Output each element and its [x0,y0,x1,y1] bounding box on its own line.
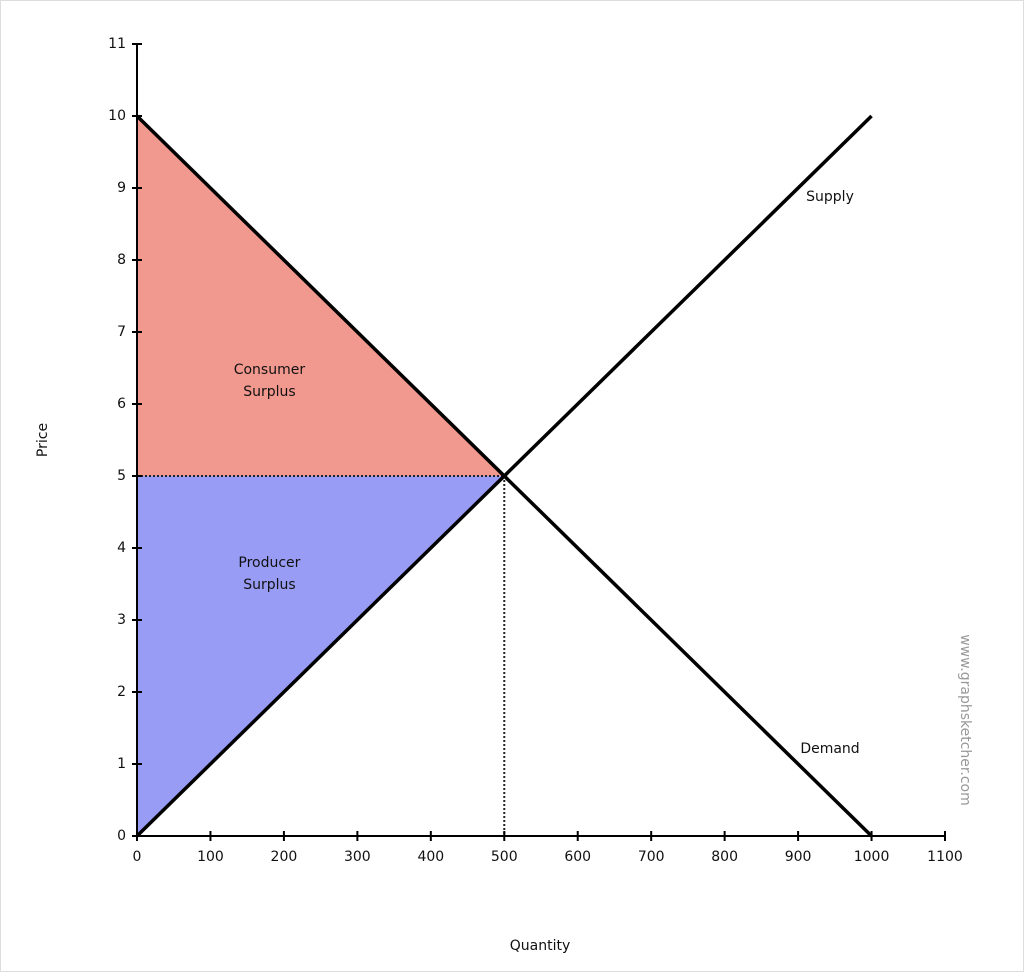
x-tick-label: 700 [638,849,665,865]
x-tick-label: 500 [491,849,518,865]
line [135,114,873,838]
area-label-line: Surplus [243,384,295,400]
y-tick-label: 1 [117,756,126,772]
area-label-line: Consumer [234,362,306,378]
y-tick-label: 0 [117,828,126,844]
x-tick-label: 0 [133,849,142,865]
x-tick-label: 400 [417,849,444,865]
line-label: Demand [800,741,859,757]
y-tick-label: 11 [108,36,126,52]
x-tick-label: 300 [344,849,371,865]
y-tick-label: 2 [117,684,126,700]
y-axis-label: Price [35,423,51,457]
x-tick-label: 1100 [927,849,963,865]
x-tick-label: 200 [271,849,298,865]
x-tick-label: 600 [564,849,591,865]
y-tick-label: 3 [117,612,126,628]
area-label: Producer Surplus [238,555,300,593]
x-tick-label: 1000 [854,849,890,865]
area-label-line: Producer [238,555,300,571]
x-tick-label: 100 [197,849,224,865]
watermark: www.graphsketcher.com [957,634,973,806]
y-tick-label: 7 [117,324,126,340]
y-tick-label: 5 [117,468,126,484]
area-label-line: Surplus [243,577,295,593]
y-tick-label: 6 [117,396,126,412]
x-tick-label: 900 [785,849,812,865]
y-tick-label: 4 [117,540,126,556]
area-label: Consumer Surplus [234,362,306,400]
y-tick-label: 8 [117,252,126,268]
line-label: Supply [806,189,854,205]
x-tick-label: 800 [711,849,738,865]
y-tick-label: 9 [117,180,126,196]
y-tick-label: 10 [108,108,126,124]
x-axis-label: Quantity [510,938,571,954]
